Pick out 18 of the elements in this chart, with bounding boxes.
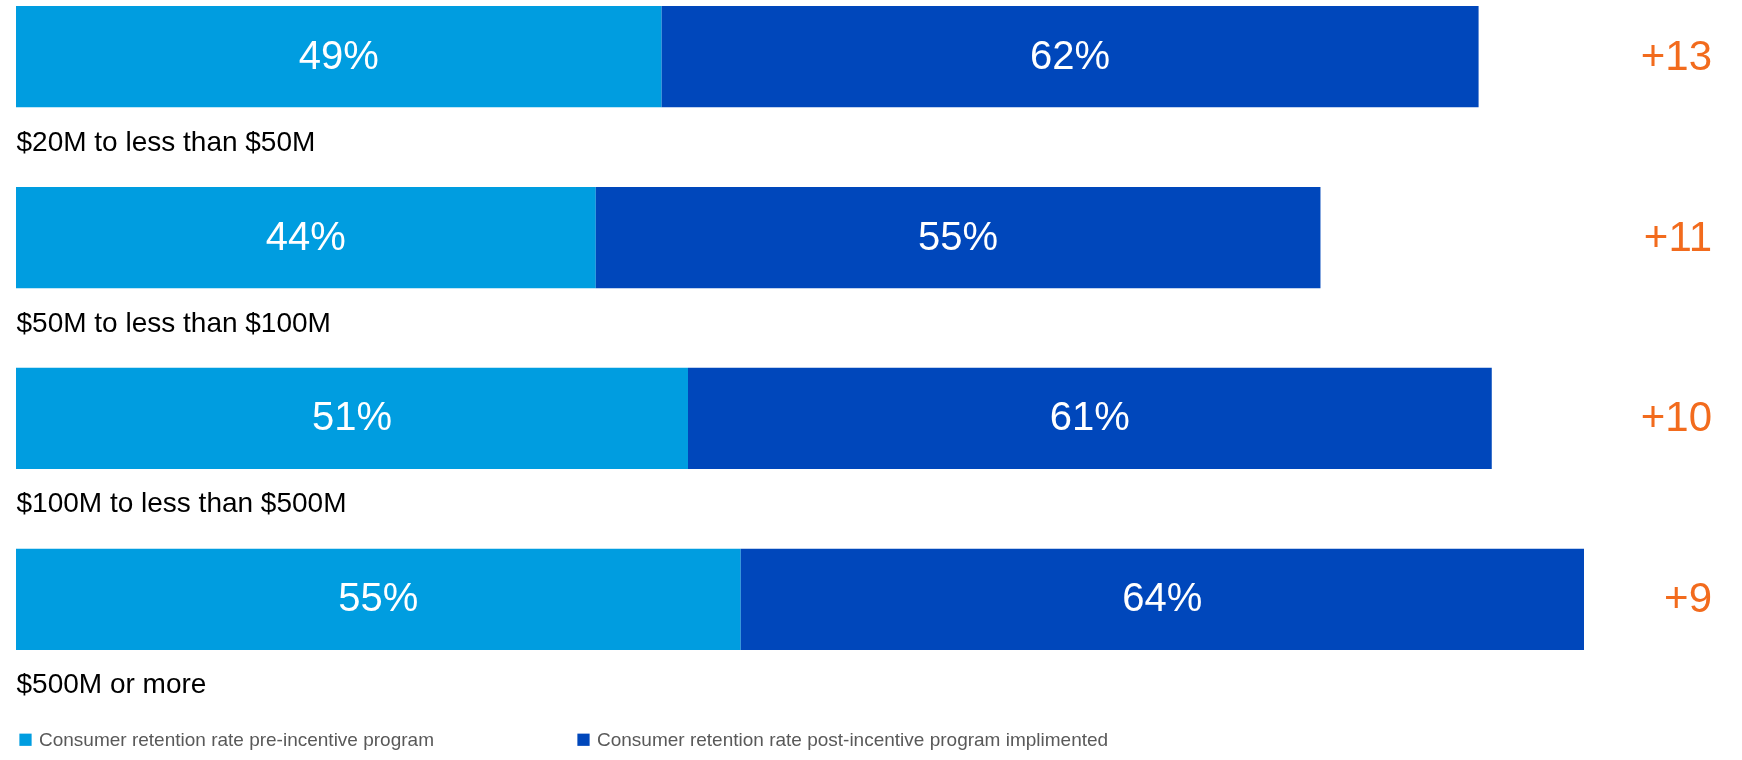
data-label: 44% <box>265 213 346 258</box>
y-tick-label: $20M to less than $50M <box>16 125 316 157</box>
text: +11 <box>1643 212 1712 260</box>
data-label: 55% <box>338 575 419 620</box>
data-label: 61% <box>1049 394 1130 439</box>
data-label: 62% <box>1030 32 1111 77</box>
legend-label: Consumer retention rate post-incentive program implimented <box>597 728 1109 750</box>
text: +13 <box>1640 31 1712 79</box>
data-label: 55% <box>918 213 999 258</box>
y-tick-label: $100M to less than $500M <box>16 487 347 519</box>
text: +9 <box>1664 574 1712 622</box>
y-tick-label: $500M or more <box>16 668 207 700</box>
y-tick-label: $50M to less than $100M <box>16 306 331 338</box>
text: +10 <box>1640 393 1712 441</box>
legend-label: Consumer retention rate pre-incentive program <box>39 728 434 750</box>
data-label: 64% <box>1122 575 1203 620</box>
data-label: 51% <box>311 394 393 439</box>
data-label: 49% <box>298 32 379 77</box>
